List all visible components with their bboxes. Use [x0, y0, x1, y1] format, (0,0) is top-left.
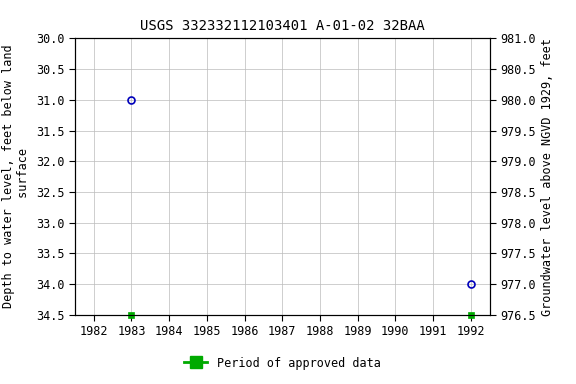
Legend: Period of approved data: Period of approved data [179, 352, 385, 374]
Y-axis label: Groundwater level above NGVD 1929, feet: Groundwater level above NGVD 1929, feet [541, 38, 554, 316]
Y-axis label: Depth to water level, feet below land
 surface: Depth to water level, feet below land su… [2, 45, 31, 308]
Title: USGS 332332112103401 A-01-02 32BAA: USGS 332332112103401 A-01-02 32BAA [140, 19, 425, 33]
